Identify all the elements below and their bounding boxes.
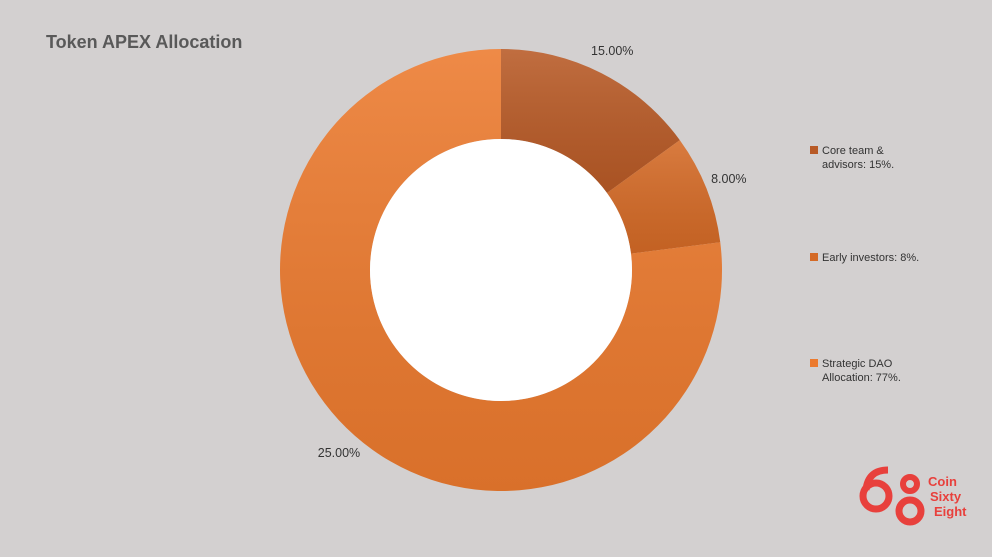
logo-glyph (900, 474, 920, 494)
slice-shade (606, 140, 721, 254)
logo-text: Eight (934, 504, 967, 519)
logo-text: Sixty (930, 489, 962, 504)
data-label: 15.00% (591, 44, 633, 58)
legend-item: Core team & advisors: 15%. (810, 144, 922, 172)
legend-label: Core team & advisors: 15%. (822, 145, 895, 171)
chart-title: Token APEX Allocation (46, 32, 242, 52)
logo: Coin Sixty Eight (859, 466, 967, 526)
legend-item: Early investors: 8%. (810, 251, 922, 265)
legend-swatch (810, 359, 818, 367)
legend-swatch (810, 253, 818, 261)
legend-swatch (810, 146, 818, 154)
logo-glyph (862, 466, 889, 491)
legend-item: Strategic DAO Allocation: 77%. (810, 357, 922, 385)
donut-hole (370, 139, 632, 401)
logo-glyph (895, 496, 925, 526)
logo-text: Coin (928, 474, 957, 489)
data-label: 25.00% (318, 446, 360, 460)
legend-label: Strategic DAO Allocation: 77%. (822, 358, 901, 384)
data-label: 8.00% (711, 172, 746, 186)
legend-label: Early investors: 8%. (822, 252, 920, 264)
logo-glyph (859, 479, 893, 513)
slice-shade (279, 49, 722, 492)
slice-shade (501, 49, 680, 194)
